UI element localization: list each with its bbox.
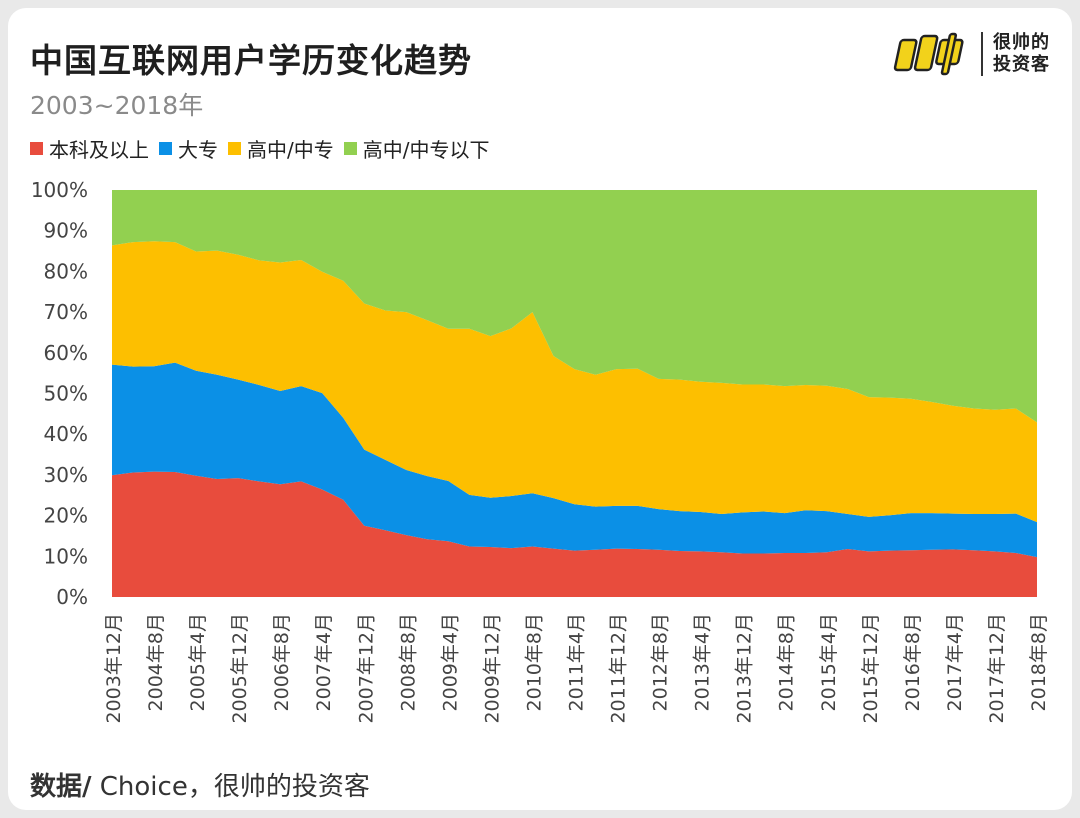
x-tick-label: 2004年8月 [145, 613, 167, 711]
shuai-logo-icon [893, 32, 964, 76]
area-series-1 [112, 471, 1037, 597]
legend-swatch [228, 142, 241, 155]
x-tick-label: 2018年8月 [1028, 613, 1050, 711]
x-tick-label: 2006年8月 [271, 613, 293, 711]
legend-swatch [159, 142, 172, 155]
x-tick-label: 2003年12月 [103, 613, 125, 724]
legend-swatch [30, 142, 43, 155]
y-tick-label: 0% [56, 585, 88, 609]
y-tick-label: 40% [44, 422, 88, 446]
y-tick-label: 20% [44, 504, 88, 528]
legend-item: 高中/中专 [228, 134, 334, 163]
x-tick-label: 2017年12月 [986, 613, 1008, 724]
legend-label: 本科及以上 [49, 138, 149, 162]
x-tick-label: 2009年4月 [439, 613, 461, 711]
source-text: Choice，很帅的投资客 [91, 772, 370, 802]
x-tick-label: 2015年12月 [860, 613, 882, 724]
brand-name: 很帅的 投资客 [993, 32, 1050, 76]
x-tick-label: 2016年8月 [902, 613, 924, 711]
x-tick-label: 2013年12月 [734, 613, 756, 724]
y-tick-label: 60% [44, 341, 88, 365]
chart-legend: 本科及以上 大专 高中/中专 高中/中专以下 [30, 134, 500, 163]
x-tick-label: 2005年4月 [187, 613, 209, 711]
x-tick-label: 2017年4月 [944, 613, 966, 711]
x-tick-label: 2007年12月 [355, 613, 377, 724]
x-tick-label: 2015年4月 [818, 613, 840, 711]
legend-label: 高中/中专 [247, 138, 334, 162]
brand-line-2: 投资客 [993, 54, 1050, 75]
legend-label: 大专 [178, 138, 218, 162]
y-tick-label: 90% [44, 219, 88, 243]
data-source: 数据/ Choice，很帅的投资客 [30, 766, 370, 803]
x-tick-label: 2005年12月 [229, 613, 251, 724]
area-series-2 [112, 362, 1037, 558]
x-tick-label: 2010年8月 [524, 613, 546, 711]
y-tick-label: 50% [44, 382, 88, 406]
legend-label: 高中/中专以下 [362, 138, 490, 162]
chart-subtitle: 2003~2018年 [30, 91, 204, 120]
x-tick-label: 2009年12月 [481, 613, 503, 724]
x-tick-label: 2008年8月 [397, 613, 419, 711]
source-label: 数据/ [30, 772, 92, 802]
legend-swatch [343, 142, 357, 155]
x-tick-label: 2013年4月 [692, 613, 714, 711]
x-tick-label: 2012年8月 [650, 613, 672, 711]
brand: 很帅的 投资客 [889, 30, 1050, 78]
chart-title: 中国互联网用户学历变化趋势 [30, 41, 472, 80]
legend-item: 大专 [159, 134, 218, 163]
x-tick-label: 2007年4月 [313, 613, 335, 711]
y-tick-label: 70% [44, 300, 88, 324]
legend-item: 高中/中专以下 [343, 134, 490, 163]
y-tick-label: 10% [44, 544, 88, 568]
x-tick-label: 2014年8月 [776, 613, 798, 711]
brand-line-1: 很帅的 [993, 32, 1050, 53]
area-series-3 [112, 241, 1037, 523]
brand-divider [981, 32, 983, 76]
legend-item: 本科及以上 [30, 134, 149, 163]
y-tick-label: 100% [31, 178, 88, 202]
area-series-4 [112, 190, 1037, 423]
x-tick-label: 2011年12月 [608, 613, 630, 724]
y-tick-label: 80% [44, 259, 88, 283]
x-tick-label: 2011年4月 [566, 613, 588, 711]
y-tick-label: 30% [44, 463, 88, 487]
